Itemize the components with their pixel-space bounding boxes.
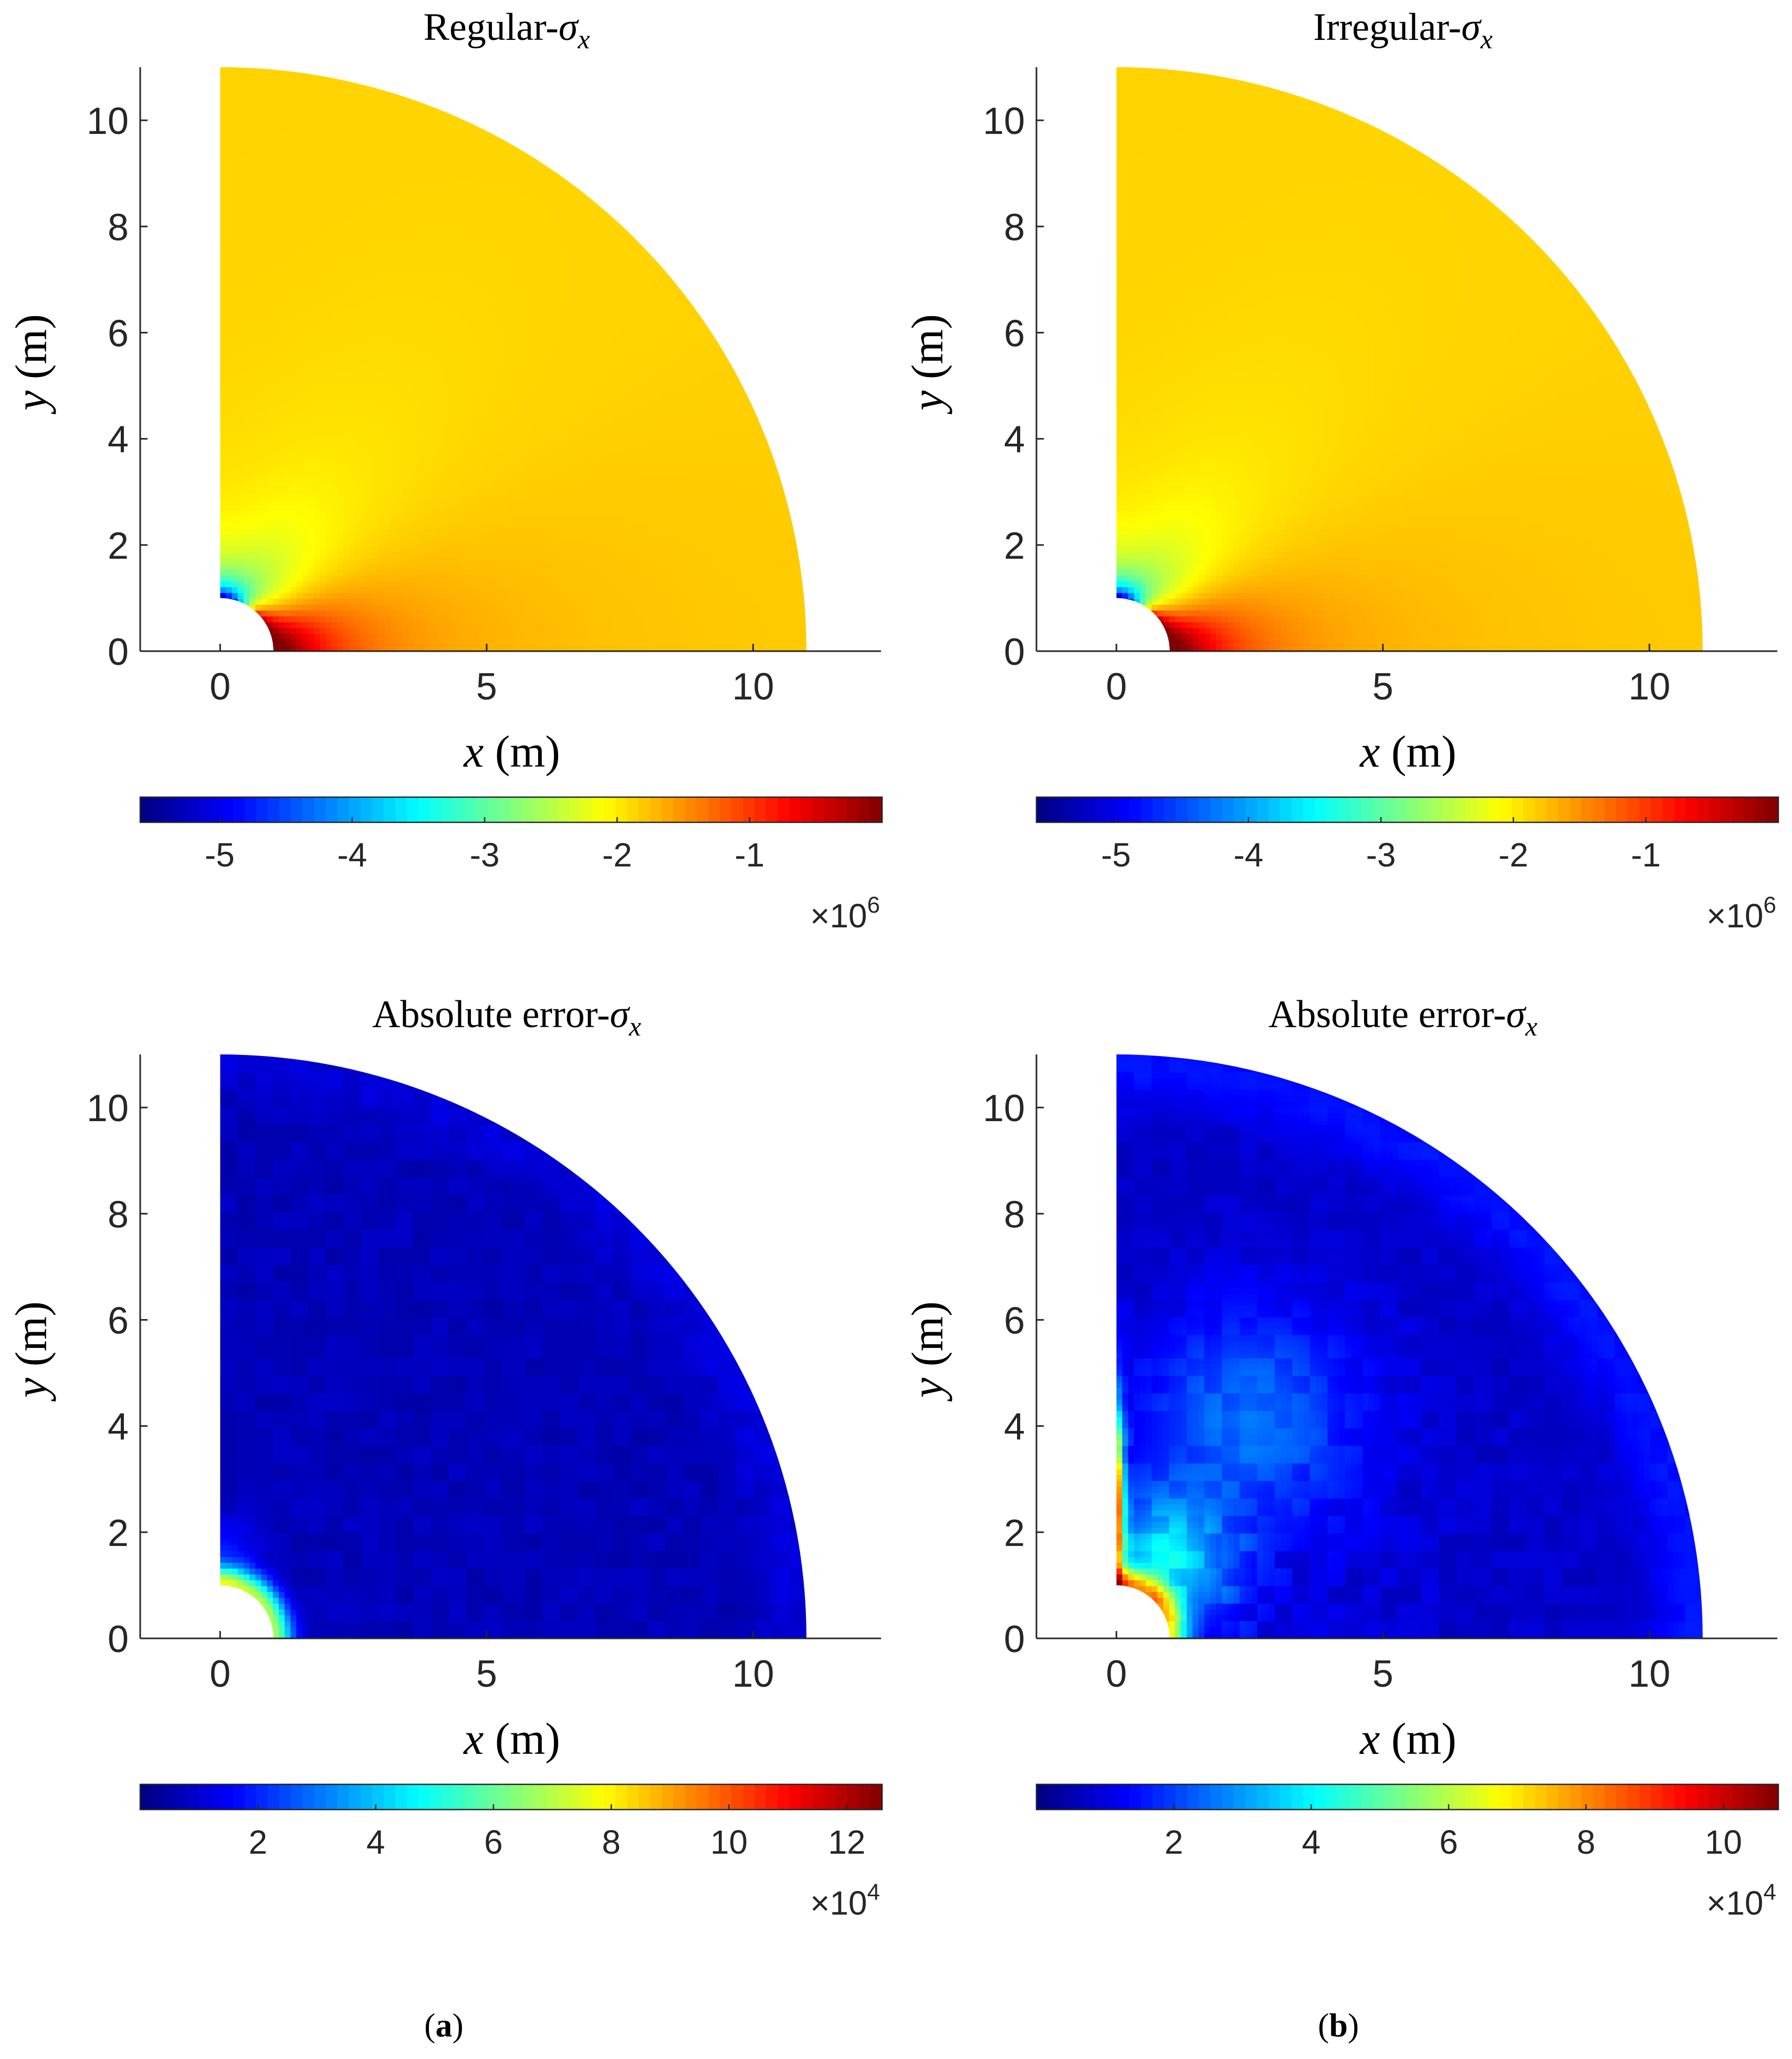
y-tick-label: 6 <box>1004 312 1025 354</box>
colorbar-tick-label: 12 <box>828 1823 865 1861</box>
y-tick-label: 8 <box>1004 206 1025 248</box>
y-axis-label: y (m) <box>902 1301 952 1402</box>
colorbar-tick-label: -2 <box>602 836 632 874</box>
y-tick-label: 10 <box>87 1088 129 1130</box>
y-tick-label: 2 <box>1004 1512 1025 1554</box>
y-tick-label: 10 <box>87 100 129 142</box>
colorbar <box>139 1783 883 1811</box>
y-tick-label: 4 <box>108 1406 129 1448</box>
colorbar <box>139 796 883 823</box>
y-tick-label: 4 <box>108 419 129 461</box>
colorbar-tick-label: 4 <box>366 1823 385 1861</box>
panel-abs-error-regular: 0 5 10 0 2 4 6 8 10 Absolute error-σx x (m) y (m) 2 4… <box>0 987 896 1974</box>
x-tick-label: 5 <box>1372 666 1393 708</box>
y-tick-label: 2 <box>1004 525 1025 567</box>
y-tick-label: 6 <box>1004 1300 1025 1342</box>
colorbar-tick-label: -1 <box>735 836 764 874</box>
x-tick-label: 0 <box>1106 1653 1127 1695</box>
colorbar-tick-label: -4 <box>337 836 367 874</box>
y-axis-label: y (m) <box>902 314 952 415</box>
x-axis-label: x (m) <box>1359 1713 1456 1764</box>
y-tick-label: 4 <box>1004 419 1025 461</box>
colorbar-tick-label: -1 <box>1631 836 1661 874</box>
colorbar-tick-label: 2 <box>1165 1823 1183 1861</box>
heatmap-field <box>220 1054 806 1638</box>
y-tick-label: 2 <box>108 525 129 567</box>
y-tick-label: 0 <box>1004 1618 1025 1660</box>
colorbar <box>1035 796 1779 823</box>
x-tick-label: 0 <box>1106 666 1127 708</box>
colorbar-tick-label: 6 <box>484 1823 503 1861</box>
heatmap-field <box>1116 67 1703 651</box>
y-tick-label: 0 <box>108 631 129 673</box>
x-tick-label: 0 <box>209 666 230 708</box>
x-tick-label: 10 <box>732 1653 774 1695</box>
x-axis-label: x (m) <box>463 1713 560 1764</box>
x-tick-label: 10 <box>1628 1653 1670 1695</box>
y-tick-label: 6 <box>108 1300 129 1342</box>
colorbar-tick-label: -2 <box>1498 836 1528 874</box>
colorbar-tick-label: -3 <box>470 836 500 874</box>
y-tick-label: 8 <box>108 1194 129 1236</box>
colorbar-tick-label: 2 <box>248 1823 267 1861</box>
y-axis-label: y (m) <box>6 314 56 415</box>
y-tick-label: 2 <box>108 1512 129 1554</box>
x-tick-label: 0 <box>209 1653 230 1695</box>
colorbar-multiplier: ×106 <box>1706 892 1776 935</box>
colorbar-tick-label: 6 <box>1439 1823 1458 1861</box>
colorbar-tick-label: 4 <box>1302 1823 1321 1861</box>
x-tick-label: 10 <box>1628 666 1670 708</box>
y-tick-label: 8 <box>108 206 129 248</box>
y-tick-label: 4 <box>1004 1406 1025 1448</box>
y-axis-label: y (m) <box>6 1301 56 1402</box>
x-axis-label: x (m) <box>463 726 560 777</box>
x-axis-label: x (m) <box>1359 726 1456 777</box>
colorbar-tick-label: 8 <box>602 1823 621 1861</box>
x-tick-label: 5 <box>476 1653 497 1695</box>
colorbar-tick-label: -5 <box>205 836 235 874</box>
panel-irregular-sigma-x: 0 5 10 0 2 4 6 8 10 Irregular-σx x (m) y (m) -5 -4 -3 -… <box>896 0 1792 987</box>
x-tick-label: 5 <box>1372 1653 1393 1695</box>
chart-title: Irregular-σx <box>1313 6 1493 55</box>
colorbar-multiplier: ×104 <box>810 1879 880 1922</box>
chart-title: Regular-σx <box>423 6 590 55</box>
chart-title: Absolute error-σx <box>372 993 641 1042</box>
y-tick-label: 10 <box>983 1088 1025 1130</box>
colorbar-multiplier: ×106 <box>810 892 880 935</box>
y-tick-label: 8 <box>1004 1194 1025 1236</box>
colorbar-tick-label: -4 <box>1233 836 1263 874</box>
colorbar-tick-label: 10 <box>1705 1823 1742 1861</box>
heatmap-field <box>220 67 806 651</box>
colorbar-multiplier: ×104 <box>1706 1879 1776 1922</box>
subfigure-label-b: (b) <box>1318 2006 1359 2045</box>
y-tick-label: 0 <box>1004 631 1025 673</box>
panel-regular-sigma-x: 0 5 10 0 2 4 6 8 10 Regular-σx x (m) y (m) -5 -4 -3 -2 -… <box>0 0 896 987</box>
subfigure-label-a: (a) <box>424 2006 464 2045</box>
x-tick-label: 10 <box>732 666 774 708</box>
x-tick-label: 5 <box>476 666 497 708</box>
colorbar-tick-label: 8 <box>1577 1823 1596 1861</box>
colorbar-tick-label: -3 <box>1366 836 1396 874</box>
chart-title: Absolute error-σx <box>1269 993 1537 1042</box>
y-tick-label: 10 <box>983 100 1025 142</box>
colorbar-tick-label: 10 <box>710 1823 748 1861</box>
colorbar-tick-label: -5 <box>1101 836 1131 874</box>
colorbar <box>1035 1783 1779 1811</box>
y-tick-label: 6 <box>108 312 129 354</box>
y-tick-label: 0 <box>108 1618 129 1660</box>
heatmap-field <box>1116 1054 1703 1638</box>
panel-abs-error-irregular: 0 5 10 0 2 4 6 8 10 Absolute error-σx x (m) y (m) 2 4… <box>896 987 1792 1974</box>
